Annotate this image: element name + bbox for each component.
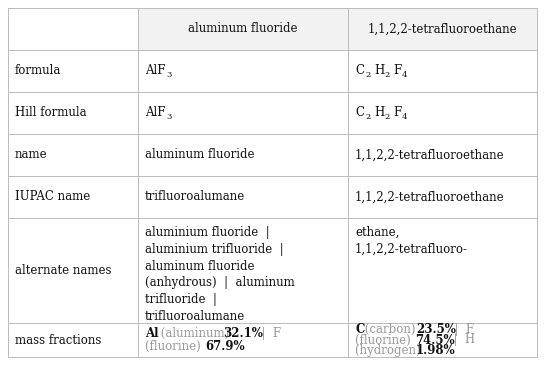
Text: C: C	[355, 323, 365, 336]
Text: 74.5%: 74.5%	[415, 334, 455, 346]
Text: Al: Al	[145, 327, 159, 340]
Text: mass fractions: mass fractions	[15, 334, 101, 346]
Text: ethane,
1,1,2,2-tetrafluoro-: ethane, 1,1,2,2-tetrafluoro-	[355, 226, 468, 256]
Text: IUPAC name: IUPAC name	[15, 191, 90, 204]
Text: 1,1,2,2-tetrafluoroethane: 1,1,2,2-tetrafluoroethane	[355, 149, 505, 161]
Text: F: F	[393, 107, 401, 119]
Text: 2: 2	[384, 113, 389, 121]
Text: C: C	[355, 107, 364, 119]
Text: |  F: | F	[255, 327, 282, 340]
Text: 1,1,2,2-tetrafluoroethane: 1,1,2,2-tetrafluoroethane	[355, 191, 505, 204]
Text: F: F	[393, 65, 401, 77]
Text: (fluorine): (fluorine)	[355, 334, 415, 346]
Text: |  H: | H	[446, 334, 476, 346]
Text: 3: 3	[166, 71, 171, 79]
Text: 3: 3	[166, 113, 171, 121]
Text: 2: 2	[365, 113, 370, 121]
Text: trifluoroalumane: trifluoroalumane	[145, 191, 245, 204]
Text: 1.98%: 1.98%	[415, 345, 455, 357]
Text: |  F: | F	[447, 323, 474, 336]
Text: H: H	[374, 107, 384, 119]
Text: (hydrogen): (hydrogen)	[355, 345, 425, 357]
Text: Hill formula: Hill formula	[15, 107, 87, 119]
Text: (aluminum): (aluminum)	[158, 327, 233, 340]
Text: 4: 4	[402, 113, 408, 121]
Text: (carbon): (carbon)	[361, 323, 420, 336]
Text: 32.1%: 32.1%	[223, 327, 263, 340]
Text: 2: 2	[384, 71, 389, 79]
Text: (fluorine): (fluorine)	[145, 340, 204, 353]
Bar	[348, 8, 537, 50]
Text: 1,1,2,2-tetrafluoroethane: 1,1,2,2-tetrafluoroethane	[368, 23, 517, 35]
Text: name: name	[15, 149, 47, 161]
Text: alternate names: alternate names	[15, 264, 112, 277]
Text: formula: formula	[15, 65, 62, 77]
Text: H: H	[374, 65, 384, 77]
Text: 4: 4	[402, 71, 408, 79]
Text: 23.5%: 23.5%	[416, 323, 456, 336]
Text: 67.9%: 67.9%	[205, 340, 245, 353]
Text: aluminum fluoride: aluminum fluoride	[188, 23, 298, 35]
Text: AlF: AlF	[145, 65, 166, 77]
Text: C: C	[355, 65, 364, 77]
Text: aluminium fluoride  |
aluminium trifluoride  |
aluminum fluoride
(anhydrous)  | : aluminium fluoride | aluminium trifluori…	[145, 226, 295, 323]
Text: aluminum fluoride: aluminum fluoride	[145, 149, 255, 161]
Text: AlF: AlF	[145, 107, 166, 119]
Text: 2: 2	[365, 71, 370, 79]
Bar	[138, 8, 348, 50]
